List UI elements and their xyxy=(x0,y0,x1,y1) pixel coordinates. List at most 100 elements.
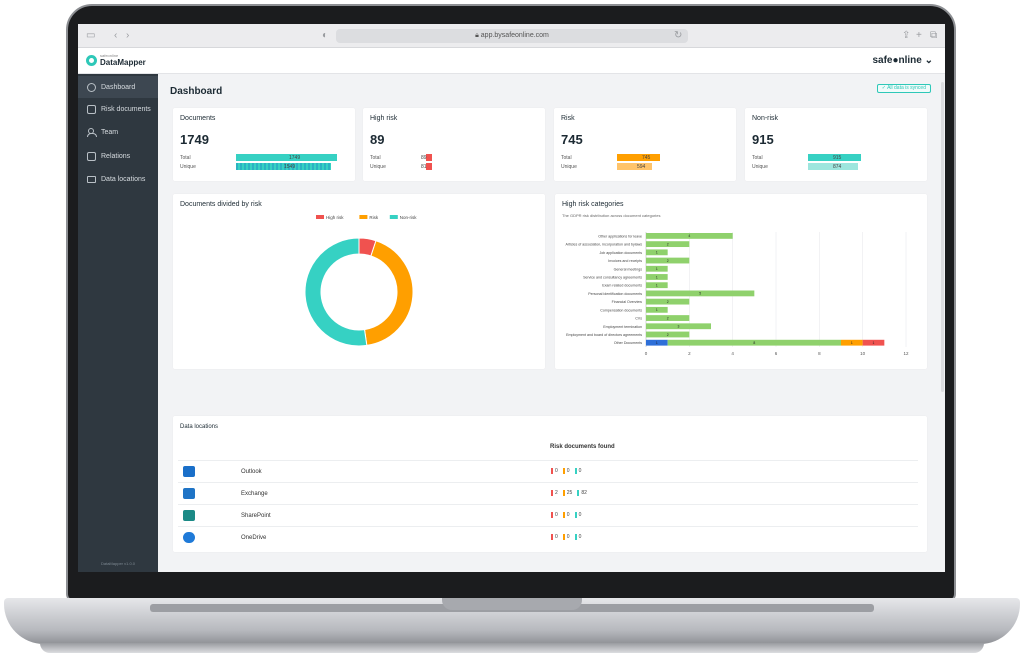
total-label: Total xyxy=(180,155,191,161)
sidebar-item-risk-documents[interactable]: Risk documents xyxy=(78,98,158,120)
chart-title: Documents divided by risk xyxy=(180,201,262,208)
sidebar-item-dashboard[interactable]: Dashboard xyxy=(78,76,158,98)
unique-bar xyxy=(808,163,858,170)
page-title: Dashboard xyxy=(170,86,223,97)
bar xyxy=(646,290,755,297)
total-value: 915 xyxy=(833,155,842,161)
category-label: Financial Overview xyxy=(612,300,643,304)
data-locations-card: Data locations Risk documents found Outl… xyxy=(173,416,927,552)
x-tick-label: 12 xyxy=(903,351,909,356)
sidebar-item-label: Dashboard xyxy=(101,83,136,91)
sidebar-toggle-icon[interactable]: ▭ xyxy=(86,30,96,41)
bar-value-label: 1 xyxy=(656,283,658,287)
logo-small-text: safeonline xyxy=(100,53,119,58)
back-icon[interactable]: ‹ xyxy=(114,30,118,41)
risk-counts: 2 25 82 xyxy=(551,490,592,496)
data-location-row[interactable]: Outlook 0 0 0 xyxy=(178,460,918,482)
data-location-row[interactable]: SharePoint 0 0 0 xyxy=(178,504,918,526)
non-risk-marker xyxy=(574,468,577,474)
sidebar: Dashboard Risk documents Team Relations … xyxy=(78,74,158,572)
version-text: DataMapper v1.0.0 xyxy=(100,561,136,566)
bar xyxy=(646,241,690,248)
folder-icon xyxy=(87,175,96,183)
screen: ▭ ‹ › ◐ 🔒︎ app.bysafeonline.com ↻ ⇪ + ⧉ … xyxy=(78,24,945,572)
total-label: Total xyxy=(370,155,381,161)
legend-swatch xyxy=(389,215,398,219)
bar xyxy=(646,274,668,280)
risk-count: 0 xyxy=(566,468,570,474)
bar-value-label: 1 xyxy=(656,267,658,271)
bar-value-label: 2 xyxy=(667,300,669,304)
scrollbar[interactable] xyxy=(941,82,944,392)
new-tab-icon[interactable]: + xyxy=(916,30,922,41)
chart-subtitle: The GDPR risk distribution across docume… xyxy=(562,213,661,218)
dashboard-icon xyxy=(87,82,96,92)
forward-icon[interactable]: › xyxy=(126,30,130,41)
bar-value-label: 1 xyxy=(851,341,853,345)
tabs-icon[interactable]: ⧉ xyxy=(930,30,938,41)
risk-marker xyxy=(562,490,565,496)
unique-bar xyxy=(426,163,432,170)
x-tick-label: 0 xyxy=(645,351,648,356)
category-label: Employment termination xyxy=(603,325,642,329)
outlook-icon xyxy=(183,466,195,477)
category-label: Other applications for leave xyxy=(598,234,642,238)
bar xyxy=(646,265,668,272)
app-header: safeonline DataMapper safe●nline ⌄ xyxy=(78,48,945,74)
bar xyxy=(646,298,690,305)
risk-marker xyxy=(562,468,565,474)
bar xyxy=(646,282,668,289)
x-tick-label: 6 xyxy=(775,351,778,356)
legend-swatch xyxy=(316,215,324,219)
high-risk-marker xyxy=(551,490,553,496)
non-risk-count: 0 xyxy=(578,468,582,474)
risk-slice xyxy=(363,240,414,346)
stacked-bar-segment xyxy=(862,339,885,346)
share-icon[interactable]: ⇪ xyxy=(902,30,911,41)
bar xyxy=(646,249,668,256)
sync-status-badge: ✓ All data is synced xyxy=(876,84,931,93)
total-value: 89 xyxy=(421,155,427,161)
category-label: CVs xyxy=(635,317,642,321)
total-bar xyxy=(426,154,432,161)
reload-icon[interactable]: ↻ xyxy=(674,30,683,41)
shield-icon: ◐ xyxy=(322,30,329,41)
category-label: Personal identification documents xyxy=(588,292,642,296)
high-risk-marker xyxy=(551,468,553,474)
risk-counts: 0 0 0 xyxy=(551,512,586,518)
category-label: Invoices and receipts xyxy=(608,259,642,263)
non-risk-slice xyxy=(304,237,368,347)
bar xyxy=(646,233,733,239)
sidebar-item-relations[interactable]: Relations xyxy=(78,145,158,167)
sidebar-item-team[interactable]: Team xyxy=(78,121,158,143)
risk-counts: 0 0 0 xyxy=(551,534,586,540)
main-content: Dashboard ✓ All data is synced Documents… xyxy=(158,74,945,572)
stat-card-number: 89 xyxy=(370,132,385,147)
stat-card-number: 1749 xyxy=(180,132,209,147)
category-label: Compensation documents xyxy=(600,308,642,312)
sidebar-item-data-locations[interactable]: Data locations xyxy=(78,168,158,190)
legend-label: Non-risk xyxy=(400,215,418,220)
stat-card-non-risk: Non-risk 915 Total Unique 915 874 xyxy=(745,108,927,181)
x-tick-label: 8 xyxy=(818,351,821,356)
data-location-row[interactable]: Exchange 2 25 82 xyxy=(178,482,918,504)
total-label: Total xyxy=(752,155,763,161)
non-risk-count: 0 xyxy=(578,512,582,518)
browser-toolbar: ▭ ‹ › ◐ 🔒︎ app.bysafeonline.com ↻ ⇪ + ⧉ xyxy=(78,24,945,48)
bar-value-label: 2 xyxy=(667,242,669,246)
risk-documents-header: Risk documents found xyxy=(550,444,615,450)
x-tick-label: 2 xyxy=(688,351,691,356)
unique-label: Unique xyxy=(180,164,196,170)
documents-by-risk-card: Documents divided by risk High risk Risk N… xyxy=(173,194,545,369)
brand-menu[interactable]: safe●nline ⌄ xyxy=(872,55,933,66)
url-bar[interactable]: 🔒︎ app.bysafeonline.com xyxy=(336,29,688,43)
team-icon xyxy=(87,127,97,137)
bar-value-label: 8 xyxy=(753,341,755,345)
risk-count: 25 xyxy=(566,490,573,496)
lock-icon: 🔒︎ xyxy=(475,32,481,39)
stat-card-number: 745 xyxy=(561,132,583,147)
sidebar-item-label: Data locations xyxy=(101,175,146,183)
data-location-row[interactable]: OneDrive 0 0 0 xyxy=(178,526,918,548)
bar-value-label: 1 xyxy=(873,341,875,345)
location-name: OneDrive xyxy=(241,535,267,541)
